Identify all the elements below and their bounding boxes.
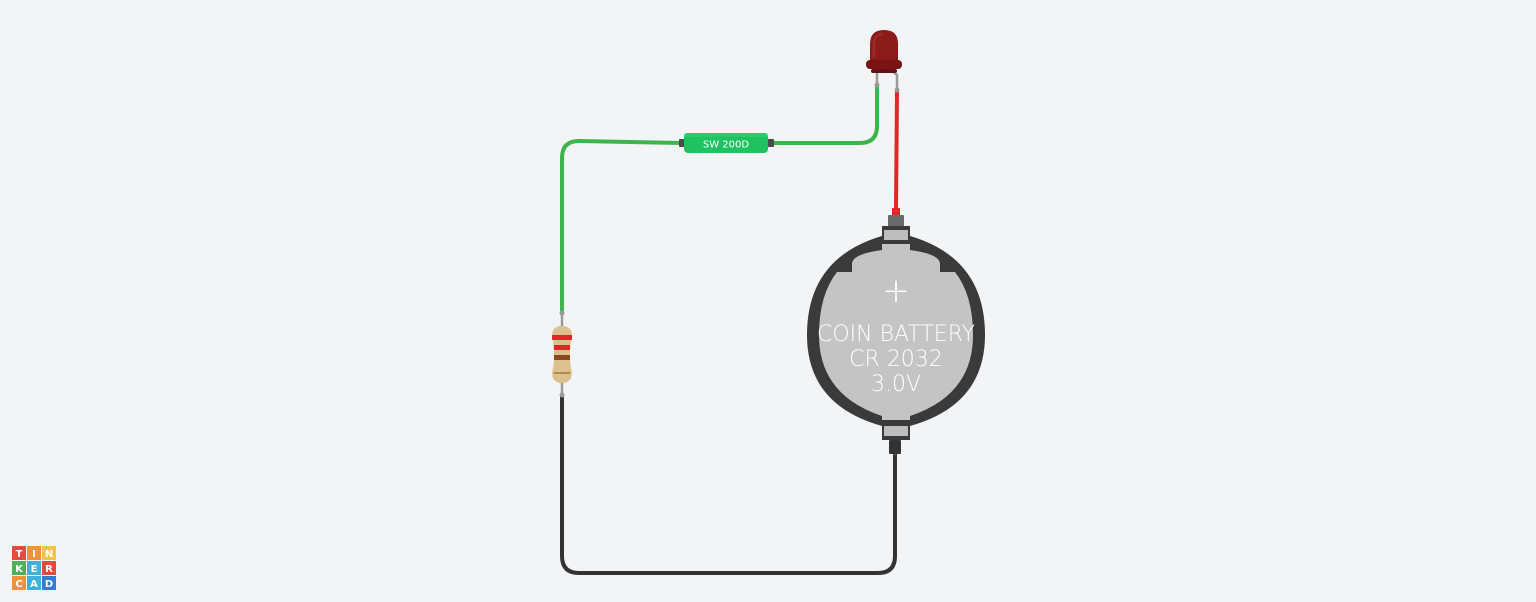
resistor-band-4 [554, 372, 570, 374]
logo-cell-8: D [42, 576, 56, 590]
logo-cell-1: I [27, 546, 41, 560]
led[interactable] [866, 30, 902, 90]
battery-cell [819, 244, 973, 420]
switch-body [684, 133, 768, 153]
battery-plus-icon: + [882, 271, 911, 311]
logo-cell-7: A [27, 576, 41, 590]
green-wire-right[interactable] [768, 83, 879, 145]
green-wire-left[interactable] [560, 138, 685, 315]
svg-text:N: N [45, 549, 53, 560]
svg-text:E: E [31, 564, 38, 575]
svg-text:C: C [15, 579, 22, 590]
resistor-band-2 [554, 345, 570, 350]
svg-text:A: A [30, 579, 38, 590]
battery-label-2: CR 2032 [849, 347, 943, 372]
svg-text:D: D [45, 579, 53, 590]
resistor-body [552, 326, 572, 383]
resistor[interactable] [552, 313, 572, 395]
battery-label-1: COIN BATTERY [817, 322, 975, 347]
resistor-band-3 [554, 355, 570, 360]
coin-battery[interactable]: + COIN BATTERY CR 2032 3.0V [807, 208, 985, 454]
tinkercad-logo[interactable]: T I N K E R C A [12, 546, 56, 590]
led-rim [866, 60, 902, 69]
logo-cell-4: E [27, 561, 41, 575]
resistor-band-1 [552, 335, 572, 340]
black-wire[interactable] [560, 393, 897, 575]
red-wire[interactable] [894, 88, 899, 212]
tilt-switch[interactable]: SW 200D [679, 133, 774, 153]
svg-text:I: I [32, 549, 36, 560]
svg-text:T: T [16, 549, 23, 560]
battery-label-3: 3.0V [871, 372, 921, 397]
logo-cell-5: R [42, 561, 56, 575]
logo-cell-6: C [12, 576, 26, 590]
switch-label: SW 200D [703, 140, 750, 151]
logo-cell-3: K [12, 561, 26, 575]
svg-text:K: K [15, 564, 24, 575]
logo-cell-0: T [12, 546, 26, 560]
logo-cell-2: N [42, 546, 56, 560]
svg-text:R: R [45, 564, 53, 575]
